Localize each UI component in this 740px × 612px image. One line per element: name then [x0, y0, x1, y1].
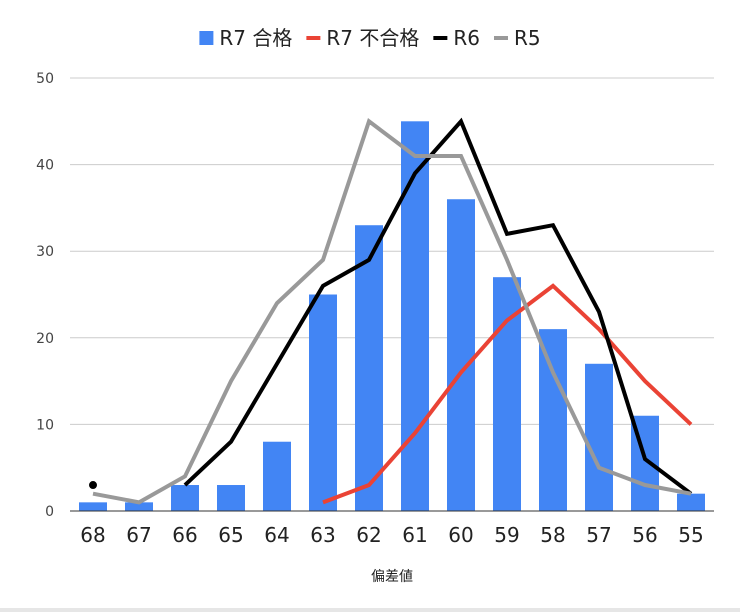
y-tick-label: 10 — [36, 417, 54, 433]
bar — [355, 225, 383, 511]
series-line — [92, 118, 692, 505]
bar — [217, 485, 245, 511]
x-tick-label: 67 — [126, 523, 151, 547]
bottom-divider — [0, 608, 740, 612]
y-tick-label: 50 — [36, 71, 54, 87]
x-tick-label: 59 — [494, 523, 519, 547]
legend-item: R7 不合格 — [306, 26, 419, 50]
bar — [263, 441, 291, 511]
legend-label: R6 — [453, 26, 480, 50]
legend-label: R5 — [514, 26, 541, 50]
line-series — [89, 117, 693, 505]
series-line — [322, 283, 693, 505]
legend-label: R7 不合格 — [326, 26, 419, 50]
y-tick-label: 30 — [36, 244, 54, 260]
bar — [79, 502, 107, 511]
bar — [171, 485, 199, 511]
legend-item: R6 — [433, 26, 480, 50]
bar — [125, 502, 153, 511]
bar — [585, 363, 613, 511]
bar — [493, 277, 521, 511]
bar — [677, 493, 705, 511]
x-tick-label: 58 — [540, 523, 565, 547]
x-tick-label: 68 — [80, 523, 105, 547]
x-tick-label: 66 — [172, 523, 197, 547]
bar-series — [79, 121, 705, 512]
x-axis-title: 偏差値 — [371, 569, 413, 585]
bar — [447, 199, 475, 512]
bar — [539, 329, 567, 511]
x-axis-ticks: 68 67 66 65 64 63 62 61 60 59 58 57 56 55 — [80, 523, 703, 547]
y-axis-ticks: 0 10 20 30 40 50 — [36, 71, 54, 520]
legend-item: R7 合格 — [199, 26, 292, 50]
bar — [309, 294, 337, 511]
legend-item: R5 — [493, 26, 541, 50]
y-tick-label: 0 — [45, 504, 54, 520]
x-tick-label: 55 — [678, 523, 703, 547]
x-tick-label: 63 — [310, 523, 335, 547]
legend-swatch — [199, 31, 214, 45]
x-tick-label: 65 — [218, 523, 243, 547]
legend-label: R7 合格 — [219, 26, 292, 50]
x-tick-label: 61 — [402, 523, 427, 547]
series-point — [89, 481, 97, 490]
series-line — [183, 117, 693, 496]
legend: R7 合格 R7 不合格 R6 R5 — [199, 26, 541, 50]
x-tick-label: 57 — [586, 523, 611, 547]
x-tick-label: 64 — [264, 523, 289, 547]
x-tick-label: 60 — [448, 523, 473, 547]
y-tick-label: 20 — [36, 331, 54, 347]
y-tick-label: 40 — [36, 158, 54, 174]
bar — [401, 121, 429, 512]
x-tick-label: 62 — [356, 523, 381, 547]
x-tick-label: 56 — [632, 523, 657, 547]
